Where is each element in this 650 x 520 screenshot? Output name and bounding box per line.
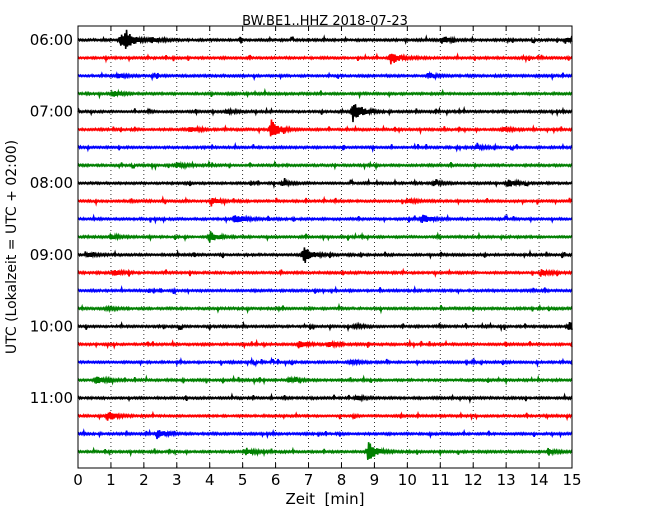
- trace-row: [77, 442, 573, 460]
- x-axis-ticks: 0 1 2 3 4 5 6 7 8 9 10 11 12 13 14 15: [73, 26, 582, 489]
- x-axis-label: Zeit [min]: [285, 490, 364, 508]
- x-tick-label: 4: [205, 471, 215, 489]
- trace-row: [77, 302, 573, 315]
- trace-row: [77, 428, 573, 440]
- trace-row: [77, 410, 573, 422]
- trace-row: [77, 195, 573, 207]
- trace-row: [77, 231, 573, 243]
- trace-row: [77, 392, 573, 404]
- trace-row: [77, 213, 573, 225]
- trace-row: [77, 374, 573, 386]
- y-tick-label: 10:00: [30, 317, 73, 335]
- trace-row: [77, 52, 573, 65]
- trace-row: [77, 159, 573, 172]
- y-tick-label: 11:00: [30, 389, 73, 407]
- trace-row: [77, 356, 573, 368]
- y-tick-label: 06:00: [30, 31, 73, 49]
- trace-row: [77, 29, 573, 49]
- trace-row: [77, 247, 573, 264]
- x-tick-label: 9: [370, 471, 380, 489]
- x-tick-label: 6: [271, 471, 281, 489]
- trace-rows: [77, 29, 573, 460]
- trace-row: [77, 338, 573, 350]
- y-tick-label: 08:00: [30, 174, 73, 192]
- y-tick-label: 09:00: [30, 246, 73, 264]
- x-tick-label: 14: [530, 471, 549, 489]
- trace-row: [77, 87, 573, 100]
- x-tick-label: 15: [562, 471, 581, 489]
- chart-title: BW.BE1..HHZ 2018-07-23: [242, 14, 408, 29]
- trace-row: [77, 267, 573, 278]
- x-tick-label: 7: [304, 471, 314, 489]
- trace-row: [77, 177, 573, 189]
- trace-row: [77, 320, 573, 333]
- x-tick-label: 3: [172, 471, 182, 489]
- plot-frame: [77, 25, 573, 469]
- x-tick-label: 13: [497, 471, 516, 489]
- x-tick-label: 5: [238, 471, 248, 489]
- x-tick-label: 1: [106, 471, 116, 489]
- x-tick-label: 0: [73, 471, 83, 489]
- trace-row: [77, 119, 573, 137]
- x-tick-label: 12: [464, 471, 483, 489]
- x-tick-label: 10: [398, 471, 417, 489]
- x-gridlines: [110, 26, 540, 468]
- trace-row: [77, 141, 573, 154]
- trace-row: [77, 284, 573, 296]
- trace-row: [77, 70, 573, 82]
- y-tick-label: 07:00: [30, 103, 73, 121]
- x-tick-label: 11: [431, 471, 450, 489]
- x-tick-label: 2: [139, 471, 149, 489]
- trace-row: [77, 104, 573, 123]
- y-axis-ticks: 06:00 07:00 08:00 09:00 10:00 11:00: [30, 31, 572, 407]
- y-axis-label: UTC (Lokalzeit = UTC + 02:00): [4, 140, 20, 354]
- x-tick-label: 8: [337, 471, 347, 489]
